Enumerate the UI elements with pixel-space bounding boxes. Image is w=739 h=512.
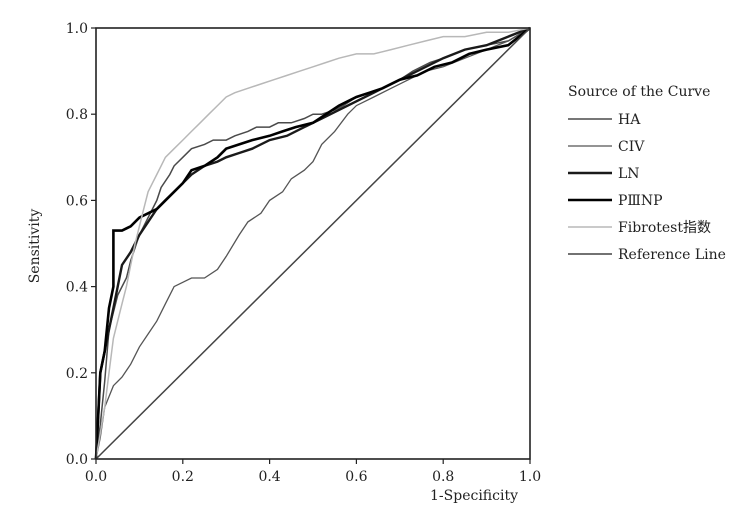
x-axis-title: 1-Specificity (430, 488, 518, 504)
legend-label: Fibrotest指数 (618, 220, 711, 236)
axes: 0.0 0.2 0.4 0.6 0.8 1.0 0.0 0.2 0.4 0.6 0.8 1.0 (66, 21, 541, 485)
x-tick-label: 1.0 (519, 469, 541, 485)
series-line-2 (94, 26, 531, 460)
y-axis-title: Sensitivity (27, 209, 43, 284)
legend-label: Reference Line (618, 247, 726, 263)
series-line-4 (95, 27, 531, 460)
series-line-1 (95, 27, 531, 460)
plot-frame (95, 27, 531, 460)
x-tick-label: 0.8 (432, 469, 454, 485)
x-tick-label: 0.0 (85, 469, 107, 485)
legend-label: CIV (618, 139, 645, 155)
y-tick-label: 0.0 (66, 452, 88, 468)
legend-label: LN (618, 166, 640, 182)
plot-area (94, 26, 531, 460)
y-tick-label: 0.4 (66, 280, 88, 296)
y-tick-label: 1.0 (66, 21, 88, 37)
x-tick-label: 0.4 (258, 469, 280, 485)
y-tick-label: 0.2 (66, 366, 88, 382)
legend-label: PⅢNP (618, 193, 663, 209)
series-line-3 (94, 26, 531, 460)
x-tick-label: 0.6 (345, 469, 367, 485)
y-tick-label: 0.6 (66, 193, 88, 209)
x-tick-label: 0.2 (172, 469, 194, 485)
series-line-5 (95, 27, 531, 460)
legend: Source of the Curve HA CIV LN PⅢNP Fibrotest… (568, 84, 726, 263)
y-tick-label: 0.8 (66, 107, 88, 123)
legend-title: Source of the Curve (568, 84, 710, 100)
legend-label: HA (618, 112, 641, 128)
